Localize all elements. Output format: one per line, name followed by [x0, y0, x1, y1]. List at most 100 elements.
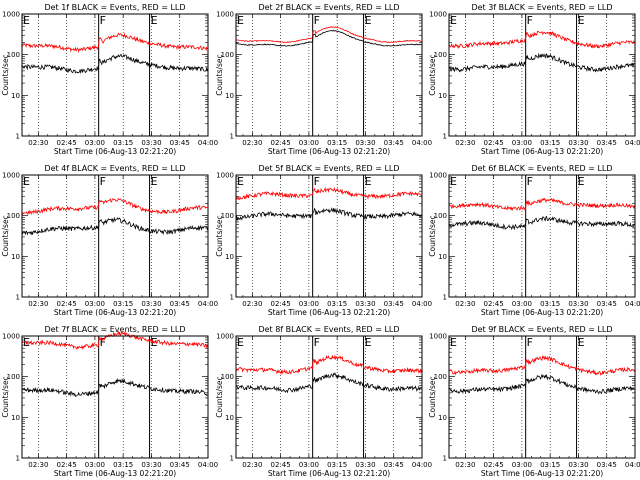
interval-marker-label: E	[578, 14, 585, 27]
y-tick-label: 10	[11, 92, 20, 100]
x-tick-label: 03:15	[327, 461, 347, 469]
x-tick-label: 03:15	[540, 461, 560, 469]
x-tick-label: 03:45	[384, 461, 404, 469]
x-tick-label: 03:30	[141, 139, 161, 147]
interval-marker-label: E	[450, 175, 457, 188]
y-tick-label: 1000	[2, 11, 20, 19]
x-tick-label: 04:00	[412, 139, 432, 147]
x-tick-label: 04:00	[625, 300, 640, 308]
y-tick-label: 100	[434, 373, 447, 381]
plot-frame	[235, 174, 423, 298]
interval-marker-label: F	[314, 14, 320, 27]
plot-frame	[235, 13, 423, 137]
plot-frame	[21, 13, 209, 137]
y-tick-label: 1000	[429, 172, 447, 180]
events-series-line	[448, 52, 635, 73]
interval-marker-label: E	[237, 175, 244, 188]
lld-series-line	[235, 186, 422, 200]
interval-marker-label: E	[237, 336, 244, 349]
y-tick-label: 1000	[216, 172, 234, 180]
y-tick-label: 100	[7, 373, 20, 381]
x-tick-label: 03:30	[568, 300, 588, 308]
x-tick-label: 02:30	[28, 300, 48, 308]
chart-panel: Det 4f BLACK = Events, RED = LLD 1 10 100 10…	[1, 164, 218, 317]
y-tick-label: 1	[443, 455, 447, 463]
interval-marker-label: F	[100, 14, 106, 27]
x-tick-label: 02:45	[57, 461, 77, 469]
y-tick-label: 1000	[2, 333, 20, 341]
interval-marker-label: F	[527, 336, 533, 349]
y-tick-label: 1	[16, 133, 20, 141]
x-tick-label: 03:45	[597, 461, 617, 469]
x-tick-label: 02:30	[242, 139, 262, 147]
x-tick-label: 03:30	[141, 461, 161, 469]
lld-series-line	[448, 197, 635, 211]
x-tick-label: 03:15	[540, 139, 560, 147]
lld-series-line	[21, 32, 208, 54]
y-axis-label: Counts/sec	[215, 215, 224, 256]
events-series-line	[21, 377, 208, 397]
y-tick-label: 1000	[216, 333, 234, 341]
y-axis-label: Counts/sec	[215, 376, 224, 417]
chart-title: Det 6f BLACK = Events, RED = LLD	[471, 164, 612, 173]
y-tick-label: 100	[434, 51, 447, 59]
y-tick-label: 100	[7, 212, 20, 220]
x-tick-label: 04:00	[198, 300, 218, 308]
lld-series-line	[235, 354, 422, 375]
x-tick-label: 03:30	[355, 300, 375, 308]
chart-title: Det 2f BLACK = Events, RED = LLD	[258, 3, 399, 12]
lld-series-line	[21, 330, 208, 351]
x-tick-label: 04:00	[198, 461, 218, 469]
y-axis-label: Counts/sec	[428, 54, 437, 95]
x-tick-label: 03:00	[299, 139, 319, 147]
chart-panel: Det 1f BLACK = Events, RED = LLD 1 10 100 10…	[1, 3, 218, 156]
y-tick-label: 1000	[429, 333, 447, 341]
x-axis-label: Start Time (06-Aug-13 02:21:20)	[54, 469, 176, 478]
events-series-line	[448, 373, 635, 395]
y-tick-label: 100	[221, 373, 234, 381]
lld-series-line	[21, 197, 208, 216]
x-tick-label: 03:15	[540, 300, 560, 308]
chart-panel: Det 5f BLACK = Events, RED = LLD 1 10 100 10…	[215, 164, 432, 317]
chart-title: Det 5f BLACK = Events, RED = LLD	[258, 164, 399, 173]
interval-marker-label: E	[578, 336, 585, 349]
x-tick-label: 02:30	[28, 461, 48, 469]
interval-marker-label: E	[23, 175, 30, 188]
lld-series-line	[448, 30, 635, 49]
x-axis-label: Start Time (06-Aug-13 02:21:20)	[54, 147, 176, 156]
x-tick-label: 02:45	[484, 139, 504, 147]
interval-marker-label: F	[527, 14, 533, 27]
plot-frame	[21, 335, 209, 459]
x-tick-label: 04:00	[198, 139, 218, 147]
x-tick-label: 04:00	[625, 139, 640, 147]
x-tick-label: 02:45	[271, 139, 291, 147]
chart-panel: Det 6f BLACK = Events, RED = LLD 1 10 100 10…	[428, 164, 640, 317]
x-tick-label: 03:45	[384, 139, 404, 147]
x-tick-label: 03:45	[170, 461, 190, 469]
x-tick-label: 03:30	[568, 461, 588, 469]
events-series-line	[235, 29, 422, 47]
plot-frame	[448, 335, 636, 459]
y-tick-label: 1000	[216, 11, 234, 19]
y-tick-label: 1	[443, 294, 447, 302]
y-tick-label: 100	[434, 212, 447, 220]
y-axis-label: Counts/sec	[428, 215, 437, 256]
interval-marker-label: E	[23, 14, 30, 27]
x-tick-label: 03:30	[355, 461, 375, 469]
x-tick-label: 02:30	[455, 139, 475, 147]
interval-marker-label: E	[365, 175, 372, 188]
x-tick-label: 03:15	[113, 461, 133, 469]
events-series-line	[21, 53, 208, 75]
x-tick-label: 03:00	[512, 300, 532, 308]
interval-marker-label: F	[100, 175, 106, 188]
x-tick-label: 04:00	[625, 461, 640, 469]
x-tick-label: 03:00	[299, 300, 319, 308]
x-tick-label: 02:45	[57, 300, 77, 308]
x-tick-label: 02:45	[484, 300, 504, 308]
chart-title: Det 4f BLACK = Events, RED = LLD	[44, 164, 185, 173]
y-tick-label: 10	[11, 253, 20, 261]
x-tick-label: 03:00	[85, 300, 105, 308]
events-series-line	[236, 207, 422, 222]
chart-panel: Det 8f BLACK = Events, RED = LLD 1 10 100 10…	[215, 325, 432, 478]
x-tick-label: 02:45	[484, 461, 504, 469]
